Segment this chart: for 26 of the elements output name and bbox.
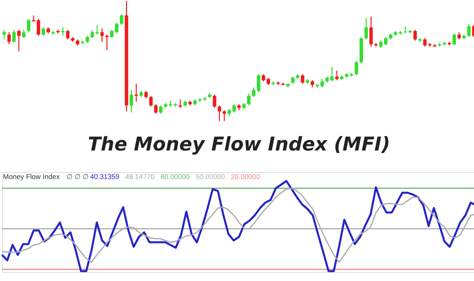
candlestick bbox=[212, 94, 216, 108]
candlestick bbox=[7, 32, 11, 45]
candlestick bbox=[452, 32, 456, 46]
candlestick bbox=[12, 29, 16, 42]
candlestick bbox=[149, 95, 153, 108]
candlestick bbox=[360, 36, 364, 64]
candlestick bbox=[2, 29, 6, 40]
candlestick bbox=[100, 28, 104, 42]
candlestick bbox=[218, 104, 222, 122]
candlestick bbox=[247, 92, 250, 106]
candlestick bbox=[154, 104, 158, 114]
candlestick bbox=[369, 16, 373, 48]
text: The Money Flow Index (MFI) bbox=[88, 134, 390, 156]
candlestick bbox=[134, 83, 138, 102]
candlestick bbox=[130, 89, 134, 114]
candlestick bbox=[354, 60, 358, 76]
candlestick bbox=[467, 23, 471, 38]
candlestick bbox=[364, 17, 368, 40]
candlestick bbox=[222, 110, 226, 122]
candlestick bbox=[120, 14, 124, 26]
candlestick bbox=[300, 74, 304, 84]
candlestick bbox=[17, 29, 21, 52]
candlestick bbox=[26, 18, 30, 33]
candlestick bbox=[66, 29, 70, 40]
candlestick bbox=[413, 29, 417, 42]
candlestick bbox=[335, 70, 339, 81]
